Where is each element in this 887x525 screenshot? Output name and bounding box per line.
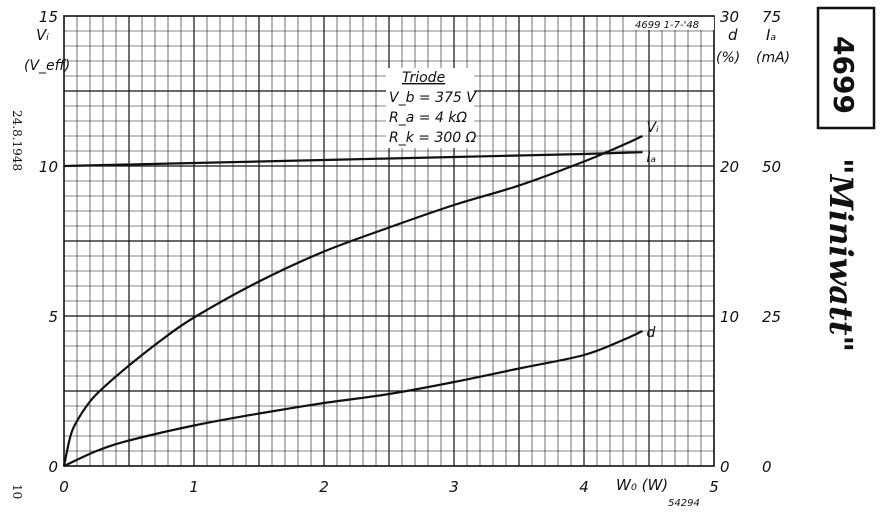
legend-line-vb: V_b = 375 V xyxy=(389,90,477,106)
y-right-tick-labels: 0 25 50 75 xyxy=(762,8,781,476)
y-mid-tick-label: 0 xyxy=(720,458,730,476)
x-tick-label: 4 xyxy=(579,478,589,496)
series-label-2: d xyxy=(647,325,656,341)
series-line-1 xyxy=(63,151,643,168)
series-line-2 xyxy=(63,330,643,467)
y-right-label: Iₐ xyxy=(766,26,776,44)
y-right-tick-label: 75 xyxy=(762,8,781,26)
series-layer: Vᵢ Iₐ d xyxy=(62,120,660,467)
footer-code: 54294 xyxy=(668,498,700,509)
header-code: 4699 1-7-'48 xyxy=(635,20,699,31)
x-tick-label: 0 xyxy=(59,478,69,496)
y-mid-tick-label: 10 xyxy=(720,308,739,326)
y-left-unit: (V_eff) xyxy=(24,58,70,74)
series-line-0 xyxy=(62,135,643,467)
y-right-tick-label: 50 xyxy=(762,158,781,176)
x-axis-label: W₀ (W) xyxy=(616,476,668,494)
y-right-tick-label: 0 xyxy=(762,458,772,476)
y-left-label: Vᵢ xyxy=(36,26,49,44)
y-mid-label: d xyxy=(728,26,738,44)
y-left-tick-label: 0 xyxy=(48,458,58,476)
y-mid-tick-labels: 0 10 20 30 xyxy=(720,8,739,476)
y-left-tick-label: 5 xyxy=(48,308,58,326)
legend-title: Triode xyxy=(402,70,445,86)
y-left-tick-label: 15 xyxy=(39,8,58,26)
x-tick-labels: 0 1 2 3 4 5 xyxy=(59,478,719,496)
legend-line-ra: R_a = 4 kΩ xyxy=(389,110,467,126)
x-tick-label: 3 xyxy=(449,478,459,496)
y-mid-tick-label: 30 xyxy=(720,8,739,26)
x-tick-label: 1 xyxy=(189,478,199,496)
brand-logo: "Miniwatt" xyxy=(822,158,860,352)
y-mid-tick-label: 20 xyxy=(720,158,739,176)
tube-number: 4699 xyxy=(827,36,860,114)
x-tick-label: 5 xyxy=(709,478,719,496)
x-tick-label: 2 xyxy=(319,478,329,496)
plot-frame xyxy=(63,15,715,467)
series-label-0: Vᵢ xyxy=(647,120,660,136)
y-left-tick-labels: 0 5 10 15 xyxy=(39,8,58,476)
y-right-unit: (mA) xyxy=(756,50,790,66)
y-mid-unit: (%) xyxy=(716,50,740,66)
legend-box xyxy=(386,68,474,148)
header-code-box xyxy=(632,17,714,30)
y-left-tick-label: 10 xyxy=(39,158,58,176)
side-number: 10 xyxy=(10,484,24,499)
legend-line-rk: R_k = 300 Ω xyxy=(389,130,477,146)
y-right-tick-label: 25 xyxy=(762,308,781,326)
side-date: 24.8.1948 xyxy=(10,110,24,171)
series-label-1: Iₐ xyxy=(647,150,657,166)
tube-number-box xyxy=(816,6,876,130)
